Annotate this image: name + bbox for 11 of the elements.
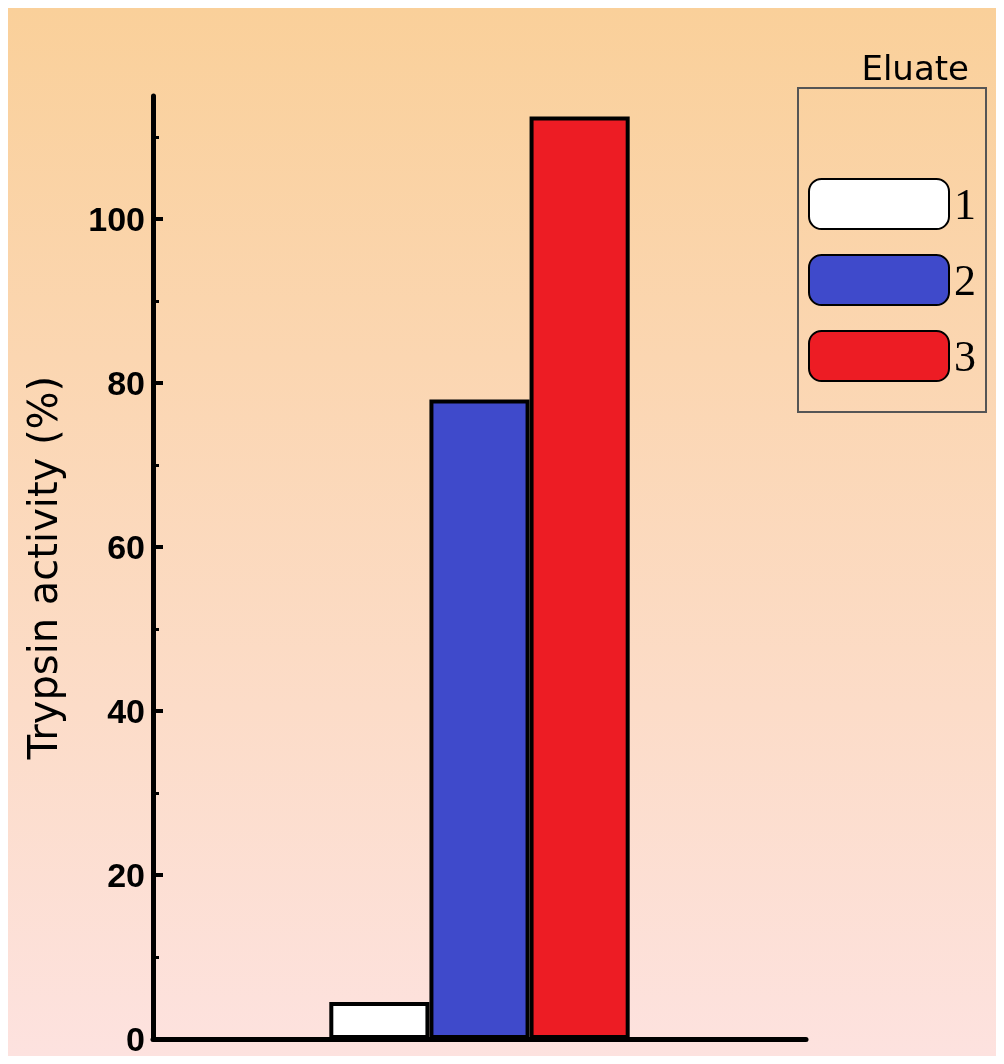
- y-tick-label: 60: [107, 528, 145, 566]
- y-tick-label: 100: [88, 200, 145, 238]
- y-axis-title: Trypsin activity (%): [20, 375, 66, 761]
- y-tick-label: 80: [107, 364, 145, 402]
- legend-label: 1: [954, 179, 976, 229]
- y-tick-label: 40: [107, 692, 145, 730]
- legend-label: 2: [954, 255, 976, 305]
- legend-title: Eluate: [861, 48, 969, 88]
- legend-label: 3: [954, 331, 976, 381]
- y-tick-label: 20: [107, 856, 145, 894]
- y-tick-label: 0: [126, 1020, 145, 1058]
